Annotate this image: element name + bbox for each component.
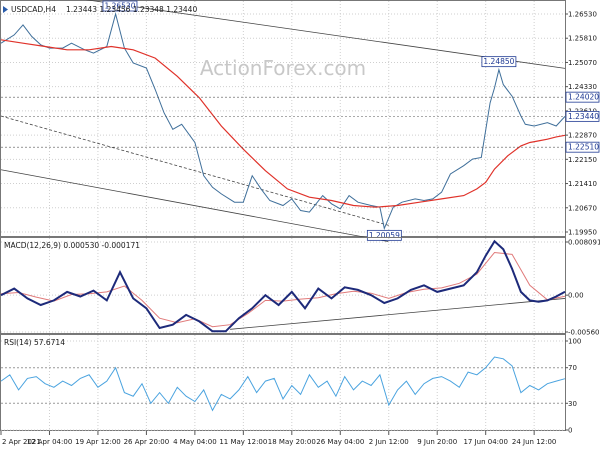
price-y-tick-label-8: 1.20670	[568, 204, 597, 212]
macd-y-tick-label-0: 0.008091	[568, 239, 600, 247]
x-tick-label-4: 4 May 04:00	[173, 438, 217, 446]
price-trend-line-0	[85, 0, 566, 69]
x-tick-label-1: 12 Apr 04:00	[27, 438, 73, 446]
x-tick-label-10: 17 Jun 04:00	[463, 438, 507, 446]
x-tick-label-11: 24 Jun 12:00	[512, 438, 556, 446]
price-series-line-1	[0, 39, 566, 208]
rsi-panel-title: RSI(14) 57.6714	[4, 338, 65, 347]
price-panel: ActionForex.com 1.26530 1.25810 1.25070 1.2…	[0, 0, 600, 243]
rsi-y-tick-label-3: 0	[568, 427, 572, 435]
price-y-tick-label-9: 1.19950	[568, 229, 597, 237]
price-level-label-1: 1.23440	[568, 112, 599, 121]
price-y-tick-label-2: 1.25070	[568, 59, 597, 67]
price-annotation-box-2	[366, 229, 402, 241]
x-tick-label-5: 11 May 12:00	[219, 438, 267, 446]
price-y-tick-label-5: 1.22870	[568, 132, 597, 140]
x-tick-label-8: 2 Jun 12:00	[369, 438, 409, 446]
price-trend-line-1	[0, 115, 389, 226]
rsi-y-tick-label-0: 100	[568, 338, 581, 346]
price-y-tick-label-0: 1.26530	[568, 11, 597, 19]
price-level-label-0: 1.24020	[568, 93, 599, 102]
rsi-panel-frame	[0, 334, 566, 431]
watermark: ActionForex.com	[200, 56, 366, 80]
rsi-y-tick-label-1: 70	[568, 364, 577, 372]
x-tick-label-7: 26 May 04:00	[316, 438, 364, 446]
price-annotation-box-1	[481, 56, 517, 68]
x-tick-label-2: 19 Apr 12:00	[75, 438, 121, 446]
price-annotation-label-2: 1.20059	[369, 231, 400, 240]
price-level-box-1	[565, 110, 600, 122]
macd-panel: 0.008091 0.00 -0.005608 MACD(12,26,9) 0.00…	[0, 237, 600, 337]
macd-y-tick-label-2: -0.005608	[568, 329, 600, 337]
rsi-line	[0, 356, 566, 412]
price-y-tick-label-3: 1.24330	[568, 83, 597, 91]
price-trend-line-2	[0, 169, 389, 243]
price-annotation-label-0: 1.26530	[104, 2, 135, 11]
price-panel-title: USDCAD,H4	[11, 5, 56, 14]
macd-main-line	[0, 239, 566, 333]
x-tick-label-9: 9 Jun 20:00	[417, 438, 457, 446]
price-panel-frame	[0, 0, 566, 237]
macd-y-tick-label-1: 0.00	[568, 292, 584, 300]
price-y-tick-label-7: 1.21410	[568, 180, 597, 188]
price-level-box-0	[565, 91, 600, 103]
macd-panel-title: MACD(12,26,9) 0.000530 -0.000171	[4, 241, 140, 250]
price-y-tick-label-1: 1.25810	[568, 35, 597, 43]
macd-trend-line-0	[230, 298, 566, 330]
price-level-box-2	[565, 141, 600, 153]
price-level-label-2: 1.22510	[568, 143, 599, 152]
x-tick-label-3: 26 Apr 20:00	[124, 438, 170, 446]
header-triangle-icon	[3, 6, 8, 13]
ohlc-header: 1.23443 1.23456 1.23348 1.23440	[66, 5, 197, 14]
price-annotation-box-0	[102, 0, 138, 12]
rsi-y-tick-label-2: 30	[568, 400, 577, 408]
x-tick-label-6: 18 May 20:00	[268, 438, 316, 446]
rsi-panel: 100 70 30 0 RSI(14) 57.6714	[0, 334, 581, 435]
x-tick-label-0: 2 Apr 2021	[2, 438, 41, 446]
price-series-line-0	[0, 12, 566, 231]
macd-panel-frame	[0, 237, 566, 334]
price-annotation-label-1: 1.24850	[483, 57, 514, 66]
price-y-tick-label-6: 1.22150	[568, 156, 597, 164]
